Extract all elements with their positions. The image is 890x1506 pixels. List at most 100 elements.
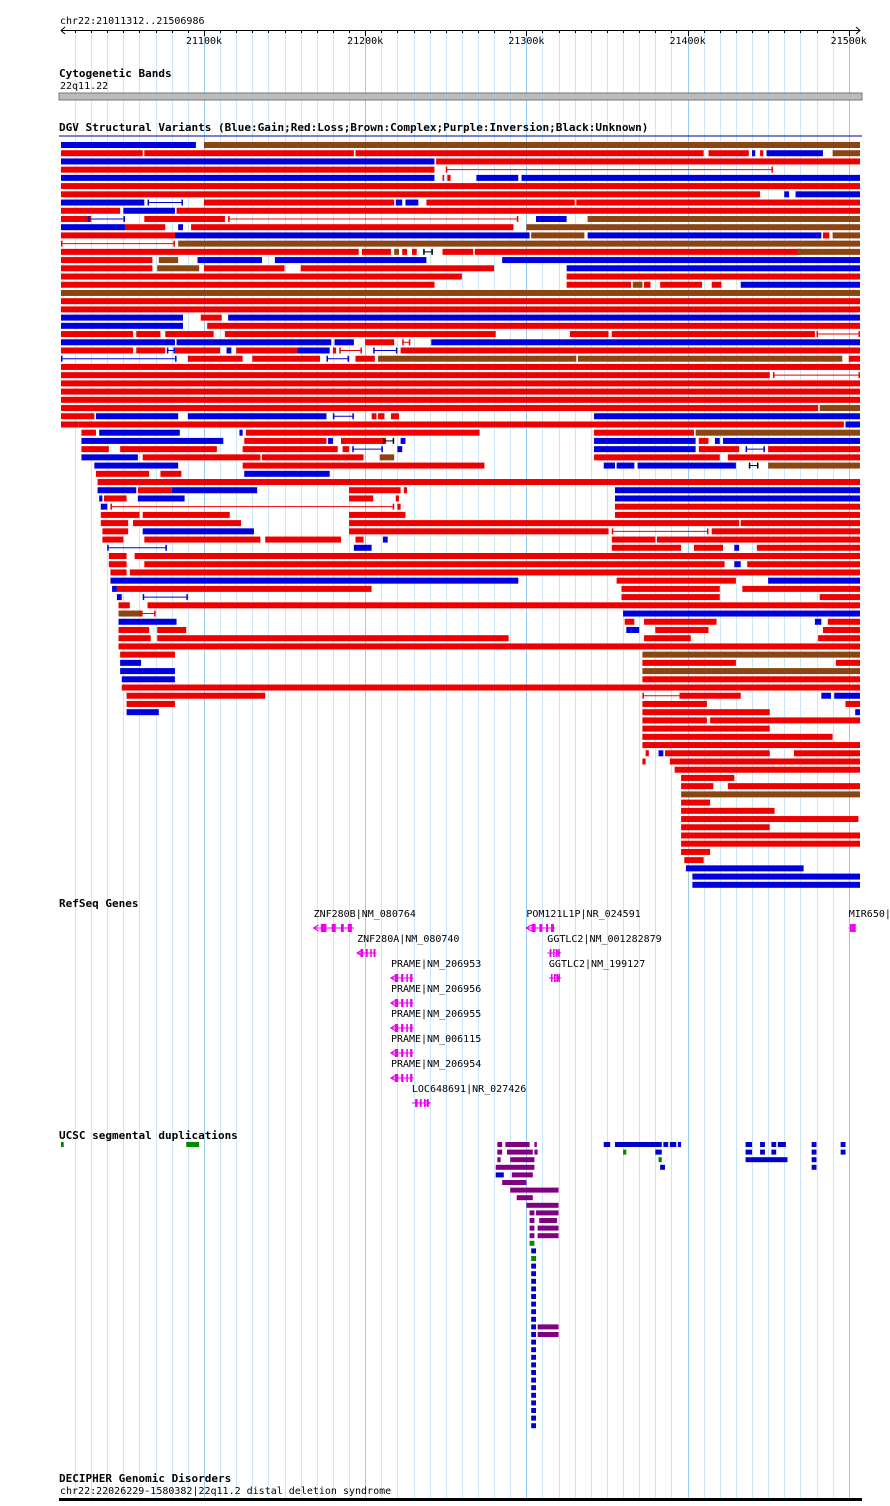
dgv-variant[interactable] bbox=[577, 355, 843, 362]
dgv-variant[interactable] bbox=[102, 528, 129, 535]
dgv-variant[interactable] bbox=[187, 413, 327, 420]
dgv-variant[interactable] bbox=[81, 446, 109, 453]
segdup-feature[interactable] bbox=[529, 1233, 535, 1239]
dgv-variant[interactable] bbox=[224, 331, 496, 338]
dgv-variant[interactable] bbox=[129, 569, 860, 576]
dgv-variant[interactable] bbox=[61, 372, 770, 379]
dgv-variant[interactable] bbox=[97, 479, 861, 486]
dgv-variant[interactable] bbox=[742, 585, 860, 592]
segdup-feature[interactable] bbox=[510, 1157, 535, 1163]
dgv-variant[interactable] bbox=[616, 462, 635, 469]
dgv-variant[interactable] bbox=[684, 857, 704, 864]
dgv-variant[interactable] bbox=[795, 191, 860, 198]
dgv-variant[interactable] bbox=[61, 339, 175, 346]
dgv-variant[interactable] bbox=[818, 635, 860, 642]
refseq-gene[interactable]: PRAME|NM_206954 bbox=[389, 1059, 481, 1082]
dgv-variant[interactable] bbox=[174, 232, 530, 239]
dgv-variant[interactable] bbox=[274, 257, 427, 264]
segdup-feature[interactable] bbox=[840, 1142, 846, 1147]
dgv-variant[interactable] bbox=[244, 437, 327, 444]
dgv-variant[interactable] bbox=[615, 503, 860, 510]
dgv-variant[interactable] bbox=[623, 610, 860, 617]
dgv-variant[interactable] bbox=[797, 248, 860, 255]
dgv-variant[interactable] bbox=[365, 339, 395, 346]
dgv-variant[interactable] bbox=[171, 487, 258, 494]
segdup-feature[interactable] bbox=[534, 1149, 538, 1155]
dgv-variant[interactable] bbox=[118, 643, 860, 650]
segdup-feature[interactable] bbox=[531, 1392, 537, 1398]
dgv-variant[interactable] bbox=[727, 454, 860, 461]
dgv-variant[interactable] bbox=[300, 265, 495, 272]
dgv-variant[interactable] bbox=[118, 602, 130, 609]
dgv-variant[interactable] bbox=[61, 199, 145, 206]
dgv-variant[interactable] bbox=[61, 191, 761, 198]
segdup-feature[interactable] bbox=[529, 1225, 535, 1231]
dgv-variant[interactable] bbox=[178, 224, 184, 231]
dgv-variant[interactable] bbox=[78, 421, 844, 428]
dgv-variant[interactable] bbox=[531, 232, 585, 239]
segdup-feature[interactable] bbox=[531, 1286, 537, 1292]
dgv-variant[interactable] bbox=[594, 413, 860, 420]
dgv-variant[interactable] bbox=[126, 700, 175, 707]
segdup-feature[interactable] bbox=[811, 1149, 817, 1155]
segdup-feature[interactable] bbox=[495, 1172, 504, 1178]
dgv-variant[interactable] bbox=[142, 454, 261, 461]
segdup-feature[interactable] bbox=[537, 1225, 559, 1231]
dgv-variant[interactable] bbox=[616, 577, 736, 584]
dgv-variant[interactable] bbox=[61, 363, 860, 370]
decipher-track[interactable]: DECIPHER Genomic Disorders chr22:2202622… bbox=[59, 1472, 862, 1501]
dgv-variant[interactable] bbox=[611, 331, 815, 338]
dgv-variant[interactable] bbox=[134, 553, 861, 559]
dgv-variant[interactable] bbox=[120, 651, 175, 658]
dgv-variant[interactable] bbox=[674, 766, 860, 773]
dgv-variant[interactable] bbox=[252, 355, 321, 362]
segdup-feature[interactable] bbox=[658, 1157, 662, 1163]
dgv-variant[interactable] bbox=[442, 248, 474, 255]
dgv-variant[interactable] bbox=[397, 446, 403, 453]
dgv-variant[interactable] bbox=[632, 281, 643, 288]
dgv-variant[interactable] bbox=[118, 635, 151, 642]
dgv-variant[interactable] bbox=[81, 437, 140, 444]
segdup-feature[interactable] bbox=[516, 1195, 533, 1201]
segdup-feature[interactable] bbox=[531, 1370, 537, 1375]
dgv-variant[interactable] bbox=[679, 692, 741, 699]
dgv-variant[interactable] bbox=[61, 232, 175, 239]
segdup-feature[interactable] bbox=[655, 1149, 662, 1155]
dgv-variant[interactable] bbox=[768, 577, 860, 584]
dgv-variant[interactable] bbox=[95, 470, 150, 477]
dgv-variant[interactable] bbox=[832, 232, 860, 239]
dgv-variant[interactable] bbox=[61, 166, 435, 173]
dgv-variant[interactable] bbox=[61, 298, 860, 305]
dgv-variant[interactable] bbox=[631, 626, 640, 633]
dgv-variant[interactable] bbox=[110, 569, 127, 576]
refseq-gene[interactable]: MIR650|NR_030385 bbox=[848, 909, 890, 932]
dgv-variant[interactable] bbox=[81, 454, 138, 461]
refseq-gene[interactable]: GGTLC2|NM_001282879 bbox=[547, 934, 662, 957]
dgv-variant[interactable] bbox=[94, 462, 179, 469]
dgv-variant[interactable] bbox=[61, 248, 359, 255]
dgv-variant[interactable] bbox=[594, 454, 720, 461]
dgv-variant[interactable] bbox=[245, 429, 480, 436]
dgv-variant[interactable] bbox=[681, 799, 711, 806]
segdup-feature[interactable] bbox=[531, 1294, 537, 1299]
segdup-feature[interactable] bbox=[529, 1210, 535, 1216]
dgv-variant[interactable] bbox=[784, 191, 790, 198]
dgv-variant[interactable] bbox=[207, 322, 860, 329]
segdup-feature[interactable] bbox=[669, 1142, 677, 1147]
dgv-variant[interactable] bbox=[832, 684, 860, 691]
segdup-feature[interactable] bbox=[840, 1149, 846, 1155]
dgv-variant[interactable] bbox=[819, 594, 860, 601]
dgv-variant[interactable] bbox=[61, 158, 435, 165]
dgv-variant[interactable] bbox=[112, 585, 117, 592]
dgv-variant[interactable] bbox=[157, 635, 509, 642]
dgv-variant[interactable] bbox=[734, 561, 741, 568]
dgv-variant[interactable] bbox=[394, 248, 400, 255]
dgv-variant[interactable] bbox=[626, 626, 632, 633]
dgv-variant[interactable] bbox=[569, 331, 609, 338]
dgv-variant[interactable] bbox=[144, 561, 725, 568]
dgv-variant[interactable] bbox=[332, 347, 337, 354]
dgv-variant[interactable] bbox=[642, 725, 770, 732]
dgv-variant[interactable] bbox=[382, 536, 388, 543]
segdup-feature[interactable] bbox=[660, 1164, 665, 1170]
segdup-feature[interactable] bbox=[603, 1142, 611, 1147]
